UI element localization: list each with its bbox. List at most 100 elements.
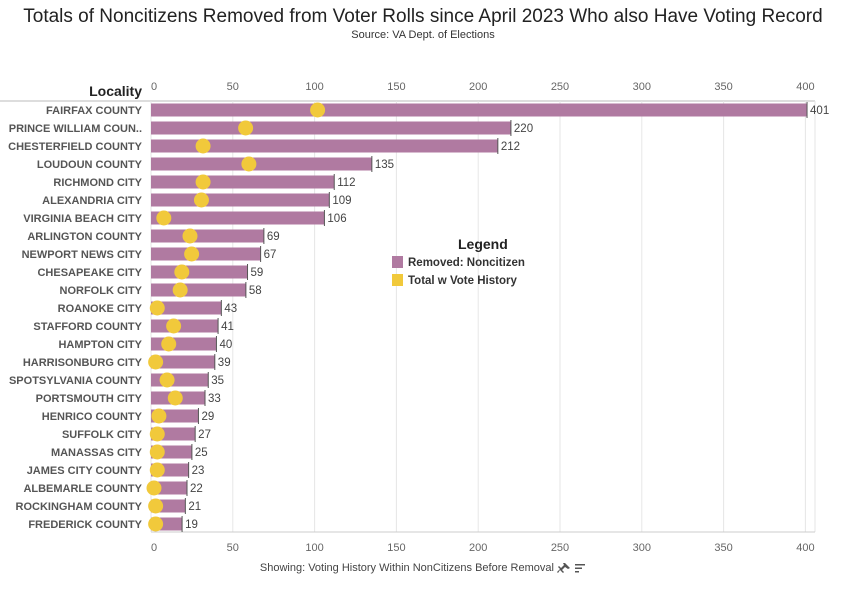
x-tick-label-top: 50 <box>227 81 239 93</box>
dot-vote-history <box>151 408 167 424</box>
category-label: LOUDOUN COUNTY <box>37 159 143 171</box>
dot-vote-history <box>174 264 190 280</box>
data-label: 33 <box>208 393 221 405</box>
dot-vote-history <box>310 102 326 118</box>
bar-removed <box>151 211 325 225</box>
dot-vote-history <box>166 318 182 334</box>
legend-label-vote-history: Total w Vote History <box>408 275 517 287</box>
data-label: 69 <box>267 231 280 243</box>
bar-removed <box>151 337 217 351</box>
bar-removed <box>151 301 222 315</box>
bar-removed <box>151 175 335 189</box>
data-label: 135 <box>375 159 394 171</box>
data-label: 43 <box>224 303 237 315</box>
bar-removed <box>151 283 246 297</box>
category-label: HENRICO COUNTY <box>42 411 143 423</box>
dot-vote-history <box>148 354 164 370</box>
dot-vote-history <box>146 480 162 496</box>
x-tick-label-top: 250 <box>551 81 569 93</box>
category-label: ALBEMARLE COUNTY <box>23 483 142 495</box>
category-label: ROCKINGHAM COUNTY <box>16 501 143 513</box>
category-label: STAFFORD COUNTY <box>33 321 142 333</box>
bar-removed <box>151 355 215 369</box>
x-tick-label-bottom: 300 <box>633 542 651 554</box>
category-label: HARRISONBURG CITY <box>23 357 143 369</box>
chart-subtitle: Source: VA Dept. of Elections <box>351 29 495 41</box>
data-label: 106 <box>327 213 346 225</box>
x-tick-label-top: 400 <box>796 81 814 93</box>
x-tick-label-top: 300 <box>633 81 651 93</box>
legend-swatch-removed <box>392 256 403 268</box>
x-tick-label-bottom: 0 <box>151 542 157 554</box>
x-tick-label-top: 100 <box>305 81 323 93</box>
data-label: 29 <box>201 411 214 423</box>
x-tick-label-bottom: 350 <box>714 542 732 554</box>
data-label: 67 <box>264 249 277 261</box>
bar-chart: 0 0 50 50 100 100 150 150 200 200 250 250 300 300 350 3… <box>0 81 829 554</box>
x-tick-label-top: 200 <box>469 81 487 93</box>
category-label: ALEXANDRIA CITY <box>42 195 142 207</box>
footer-text: Showing: Voting History Within NonCitize… <box>259 562 554 574</box>
pin-icon[interactable] <box>557 562 571 574</box>
category-label: PRINCE WILLIAM COUN.. <box>9 123 142 135</box>
data-label: 22 <box>190 483 203 495</box>
dot-vote-history <box>193 192 209 208</box>
bar-removed <box>151 139 498 153</box>
dot-vote-history <box>148 516 164 532</box>
category-label: NEWPORT NEWS CITY <box>22 249 143 261</box>
dot-vote-history <box>172 282 188 298</box>
dot-vote-history <box>148 498 164 514</box>
data-label: 109 <box>332 195 351 207</box>
data-label: 41 <box>221 321 234 333</box>
data-label: 40 <box>219 339 232 351</box>
dot-vote-history <box>149 462 165 478</box>
dot-vote-history <box>184 246 200 262</box>
category-label: CHESAPEAKE CITY <box>37 267 142 279</box>
dot-vote-history <box>161 336 177 352</box>
data-label: 35 <box>211 375 224 387</box>
data-label: 23 <box>192 465 205 477</box>
x-tick-label-top: 0 <box>151 81 157 93</box>
data-label: 21 <box>188 501 201 513</box>
chart-title: Totals of Noncitizens Removed from Voter… <box>23 6 823 27</box>
data-label: 220 <box>514 123 533 135</box>
dot-vote-history <box>149 426 165 442</box>
bar-removed <box>151 247 261 261</box>
data-label: 25 <box>195 447 208 459</box>
legend-title: Legend <box>458 236 508 252</box>
row-header-label: Locality <box>89 83 142 99</box>
x-tick-label-bottom: 400 <box>796 542 814 554</box>
data-label: 27 <box>198 429 211 441</box>
x-tick-label-top: 150 <box>387 81 405 93</box>
category-label: SPOTSYLVANIA COUNTY <box>9 375 143 387</box>
data-label: 39 <box>218 357 231 369</box>
data-label: 212 <box>501 141 520 153</box>
category-label: PORTSMOUTH CITY <box>36 393 143 405</box>
sort-icon[interactable] <box>574 562 586 574</box>
category-label: VIRGINIA BEACH CITY <box>23 213 142 225</box>
x-tick-label-top: 350 <box>714 81 732 93</box>
bar-removed <box>151 193 330 207</box>
x-tick-label-bottom: 200 <box>469 542 487 554</box>
data-label: 112 <box>337 177 355 189</box>
data-label: 401 <box>810 105 829 117</box>
dot-vote-history <box>159 372 175 388</box>
bar-removed <box>151 319 219 333</box>
dot-vote-history <box>149 300 165 316</box>
dot-vote-history <box>195 138 211 154</box>
bar-removed <box>151 103 808 117</box>
dot-vote-history <box>241 156 257 172</box>
category-label: SUFFOLK CITY <box>62 429 143 441</box>
dot-vote-history <box>195 174 211 190</box>
bar-removed <box>151 265 248 279</box>
category-label: HAMPTON CITY <box>58 339 142 351</box>
dot-vote-history <box>167 390 183 406</box>
x-tick-label-bottom: 50 <box>227 542 239 554</box>
data-label: 59 <box>251 267 264 279</box>
data-label: 19 <box>185 519 198 531</box>
dot-vote-history <box>238 120 254 136</box>
dot-vote-history <box>182 228 198 244</box>
data-label: 58 <box>249 285 262 297</box>
x-tick-label-bottom: 250 <box>551 542 569 554</box>
bar-removed <box>151 157 372 171</box>
